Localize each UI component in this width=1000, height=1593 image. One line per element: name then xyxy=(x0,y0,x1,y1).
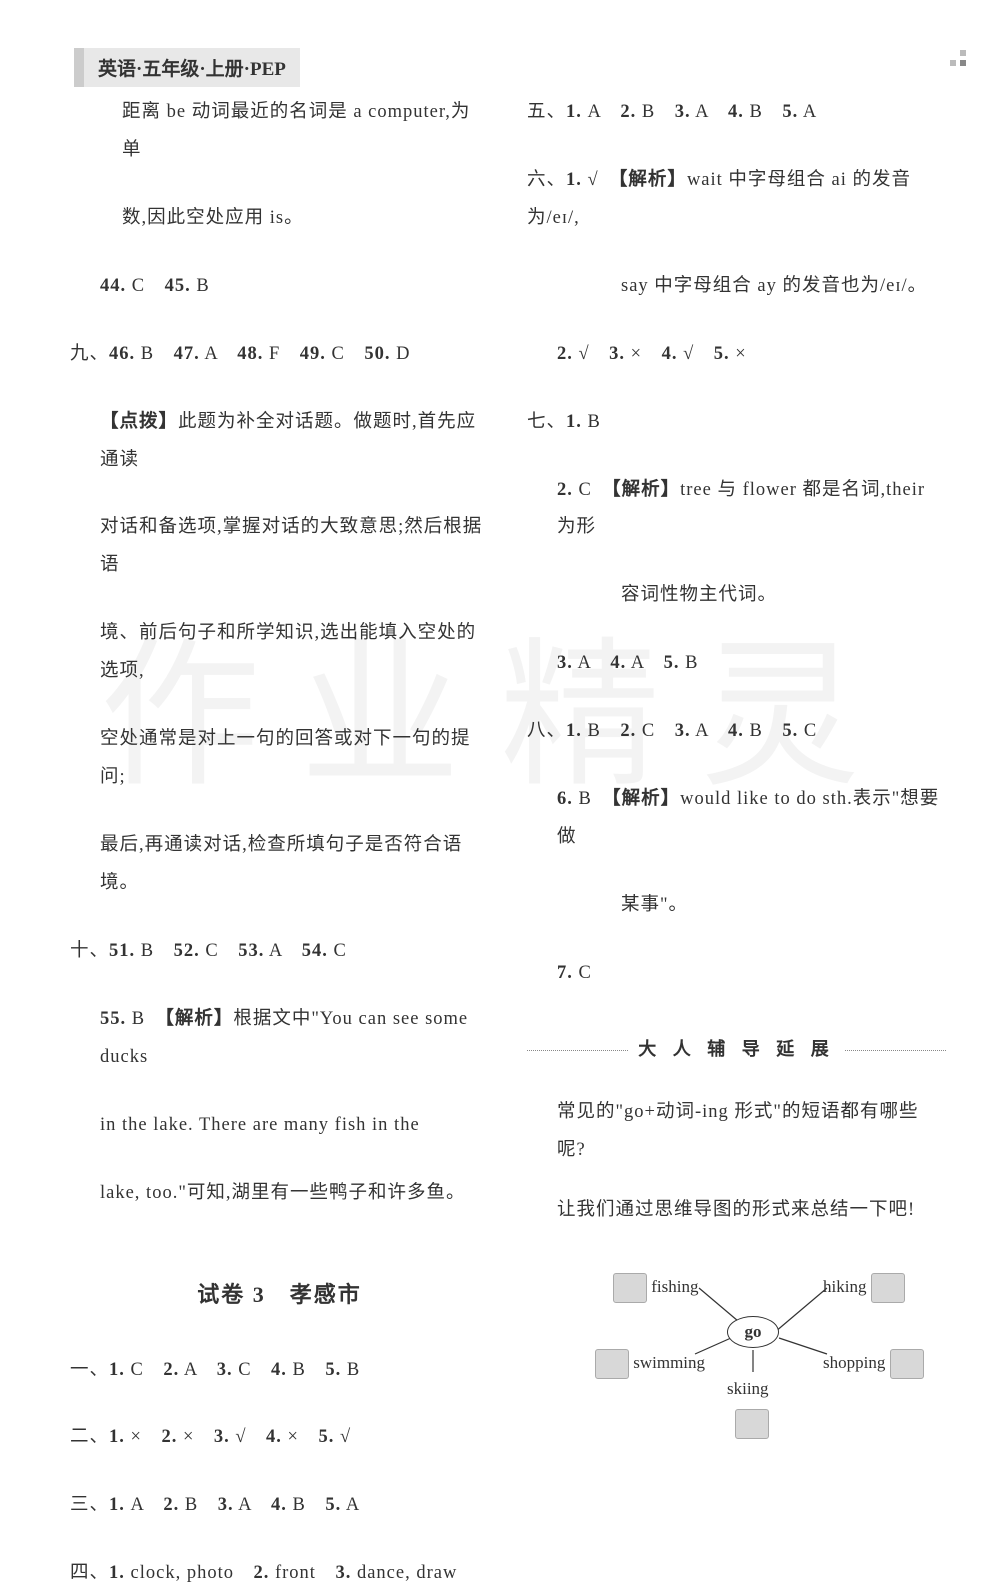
answer-line: 四、1. clock, photo 2. front 3. dance, dra… xyxy=(70,1555,489,1593)
answer-line: 五、1. A 2. B 3. A 4. B 5. A xyxy=(527,94,946,132)
answer-line: 七、1. B xyxy=(527,404,946,442)
section-title: 试卷 3 孝感市 xyxy=(70,1272,489,1317)
answer-line: 九、46. B 47. A 48. F 49. C 50. D xyxy=(70,336,489,374)
analysis-line: 六、1. √ 【解析】wait 中字母组合 ai 的发音为/eɪ/, xyxy=(527,162,946,238)
answer-line: 3. A 4. A 5. B xyxy=(527,645,946,683)
text-line: in the lake. There are many fish in the xyxy=(70,1107,489,1145)
text-line: 常见的"go+动词-ing 形式"的短语都有哪些呢? xyxy=(527,1094,946,1170)
answer-line: 十、51. B 52. C 53. A 54. C xyxy=(70,933,489,971)
answer-line: 7. C xyxy=(527,955,946,993)
answer-line: 八、1. B 2. C 3. A 4. B 5. C xyxy=(527,713,946,751)
mindmap-diagram: go fishing hiking swimming shopping skiing xyxy=(527,1252,946,1452)
text-line: 对话和备选项,掌握对话的大致意思;然后根据语 xyxy=(70,509,489,585)
text-line: 让我们通过思维导图的形式来总结一下吧! xyxy=(527,1192,946,1230)
answer-line: 三、1. A 2. B 3. A 4. B 5. A xyxy=(70,1487,489,1525)
answer-line: 2. √ 3. × 4. √ 5. × xyxy=(527,336,946,374)
analysis-line: 55. B 【解析】根据文中"You can see some ducks xyxy=(70,1001,489,1077)
text-line: say 中字母组合 ay 的发音也为/eɪ/。 xyxy=(527,268,946,306)
answer-line: 一、1. C 2. A 3. C 4. B 5. B xyxy=(70,1352,489,1390)
diagram-node-swimming: swimming xyxy=(595,1346,705,1381)
hint-line: 【点拨】此题为补全对话题。做题时,首先应通读 xyxy=(70,404,489,480)
page-header: 英语·五年级·上册·PEP xyxy=(74,48,300,87)
text-line: 空处通常是对上一句的回答或对下一句的提问; xyxy=(70,721,489,797)
guide-heading: 大 人 辅 导 延 展 xyxy=(527,1031,946,1070)
text-line: 某事"。 xyxy=(527,887,946,925)
text-line: 数,因此空处应用 is。 xyxy=(70,200,489,238)
answer-line: 44. C 45. B xyxy=(70,268,489,306)
diagram-node-skiing: skiing xyxy=(727,1372,769,1442)
diagram-node-fishing: fishing xyxy=(613,1270,698,1305)
diagram-node-shopping: shopping xyxy=(823,1346,924,1381)
text-line: 距离 be 动词最近的名词是 a computer,为单 xyxy=(70,94,489,170)
answer-line: 二、1. × 2. × 3. √ 4. × 5. √ xyxy=(70,1419,489,1457)
analysis-line: 2. C 【解析】tree 与 flower 都是名词,their 为形 xyxy=(527,472,946,548)
text-line: 最后,再通读对话,检查所填句子是否符合语境。 xyxy=(70,827,489,903)
text-line: 境、前后句子和所学知识,选出能填入空处的选项, xyxy=(70,615,489,691)
diagram-center-node: go xyxy=(727,1316,779,1348)
diagram-node-hiking: hiking xyxy=(823,1270,905,1305)
analysis-line: 6. B 【解析】would like to do sth.表示"想要做 xyxy=(527,781,946,857)
text-line: 容词性物主代词。 xyxy=(527,577,946,615)
text-line: lake, too."可知,湖里有一些鸭子和许多鱼。 xyxy=(70,1175,489,1213)
corner-decoration xyxy=(950,50,970,70)
